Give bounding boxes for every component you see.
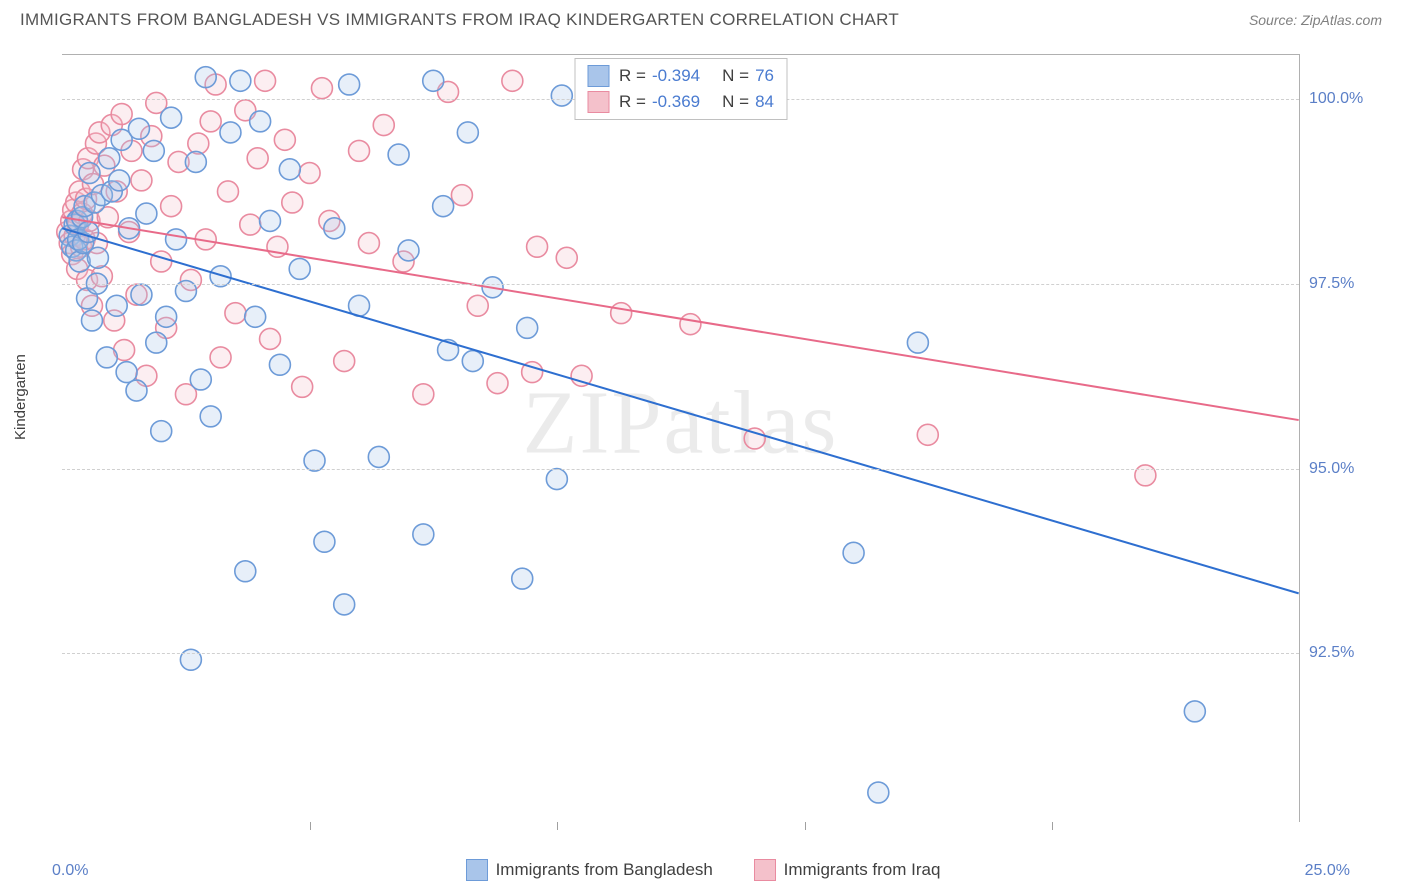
x-tick (1052, 822, 1053, 830)
r-value-iraq: -0.369 (652, 92, 700, 112)
x-tick (557, 822, 558, 830)
y-tick-label: 97.5% (1309, 275, 1379, 293)
x-tick-max: 25.0% (1305, 862, 1350, 880)
r-value-bangladesh: -0.394 (652, 66, 700, 86)
legend-label-iraq: Immigrants from Iraq (784, 860, 941, 880)
legend-swatch-bangladesh (587, 65, 609, 87)
r-label: R = (619, 66, 646, 86)
legend-label-bangladesh: Immigrants from Bangladesh (496, 860, 713, 880)
x-tick-min: 0.0% (52, 862, 88, 880)
gridline-h (62, 284, 1299, 285)
source-attribution: Source: ZipAtlas.com (1249, 12, 1382, 28)
chart-title: IMMIGRANTS FROM BANGLADESH VS IMMIGRANTS… (20, 10, 899, 30)
gridline-h (62, 469, 1299, 470)
y-axis-label: Kindergarten (12, 354, 29, 440)
series-legend: Immigrants from Bangladesh Immigrants fr… (0, 859, 1406, 886)
n-value-bangladesh: 76 (755, 66, 774, 86)
legend-swatch-iraq (587, 91, 609, 113)
legend-swatch-bangladesh (466, 859, 488, 881)
legend-item-bangladesh: Immigrants from Bangladesh (466, 859, 713, 881)
y-tick-label: 95.0% (1309, 460, 1379, 478)
scatter-svg (62, 55, 1299, 822)
y-tick-label: 92.5% (1309, 644, 1379, 662)
legend-swatch-iraq (754, 859, 776, 881)
gridline-h (62, 653, 1299, 654)
legend-item-iraq: Immigrants from Iraq (754, 859, 941, 881)
correlation-legend: R = -0.394 N = 76 R = -0.369 N = 84 (574, 58, 787, 120)
chart-plot-area: ZIPatlas R = -0.394 N = 76 R = -0.369 N … (62, 54, 1300, 822)
n-label: N = (722, 92, 749, 112)
n-label: N = (722, 66, 749, 86)
x-tick (310, 822, 311, 830)
legend-row-iraq: R = -0.369 N = 84 (587, 89, 774, 115)
y-tick-label: 100.0% (1309, 90, 1379, 108)
x-tick (805, 822, 806, 830)
r-label: R = (619, 92, 646, 112)
chart-header: IMMIGRANTS FROM BANGLADESH VS IMMIGRANTS… (0, 0, 1406, 34)
n-value-iraq: 84 (755, 92, 774, 112)
legend-row-bangladesh: R = -0.394 N = 76 (587, 63, 774, 89)
